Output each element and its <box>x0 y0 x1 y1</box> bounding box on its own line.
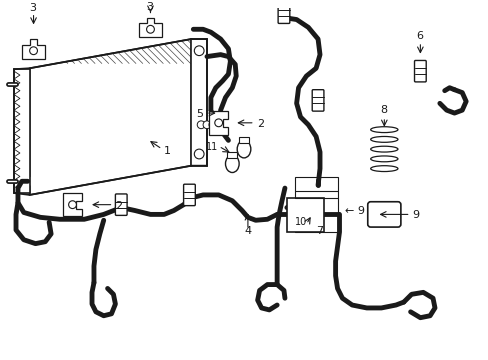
Circle shape <box>214 121 222 129</box>
FancyBboxPatch shape <box>311 90 323 111</box>
Ellipse shape <box>237 140 250 158</box>
Circle shape <box>194 46 203 55</box>
FancyBboxPatch shape <box>239 138 248 143</box>
Polygon shape <box>208 111 228 135</box>
Text: 9: 9 <box>412 210 419 220</box>
FancyBboxPatch shape <box>115 194 127 215</box>
Ellipse shape <box>370 156 397 162</box>
Text: ← 9: ← 9 <box>344 206 364 216</box>
Polygon shape <box>14 69 30 193</box>
Circle shape <box>208 121 216 129</box>
Polygon shape <box>22 39 45 59</box>
Text: 2: 2 <box>256 119 263 129</box>
Circle shape <box>203 121 210 129</box>
Circle shape <box>68 201 76 208</box>
FancyBboxPatch shape <box>278 2 289 23</box>
Polygon shape <box>30 39 191 195</box>
Text: 6: 6 <box>416 31 423 41</box>
FancyBboxPatch shape <box>227 152 237 158</box>
Ellipse shape <box>370 127 397 132</box>
FancyBboxPatch shape <box>183 184 195 206</box>
Circle shape <box>197 121 204 129</box>
Circle shape <box>214 119 222 127</box>
Text: 3: 3 <box>30 3 37 13</box>
Polygon shape <box>139 18 162 37</box>
FancyBboxPatch shape <box>286 198 323 232</box>
Text: 10: 10 <box>294 217 306 227</box>
Text: 3: 3 <box>146 2 153 12</box>
Circle shape <box>30 47 38 55</box>
Ellipse shape <box>225 155 239 172</box>
Text: 5: 5 <box>196 109 203 119</box>
Polygon shape <box>191 39 206 166</box>
FancyBboxPatch shape <box>367 202 400 227</box>
Text: 1: 1 <box>164 146 171 156</box>
Circle shape <box>194 149 203 159</box>
Ellipse shape <box>370 146 397 152</box>
Text: 7: 7 <box>315 226 323 236</box>
Text: 2: 2 <box>115 201 122 211</box>
Ellipse shape <box>370 166 397 171</box>
Text: 11: 11 <box>205 142 218 152</box>
Text: 8: 8 <box>380 105 387 115</box>
Circle shape <box>146 26 154 33</box>
Text: 4: 4 <box>244 226 251 236</box>
Polygon shape <box>62 193 82 216</box>
Ellipse shape <box>370 136 397 142</box>
FancyBboxPatch shape <box>414 60 426 82</box>
